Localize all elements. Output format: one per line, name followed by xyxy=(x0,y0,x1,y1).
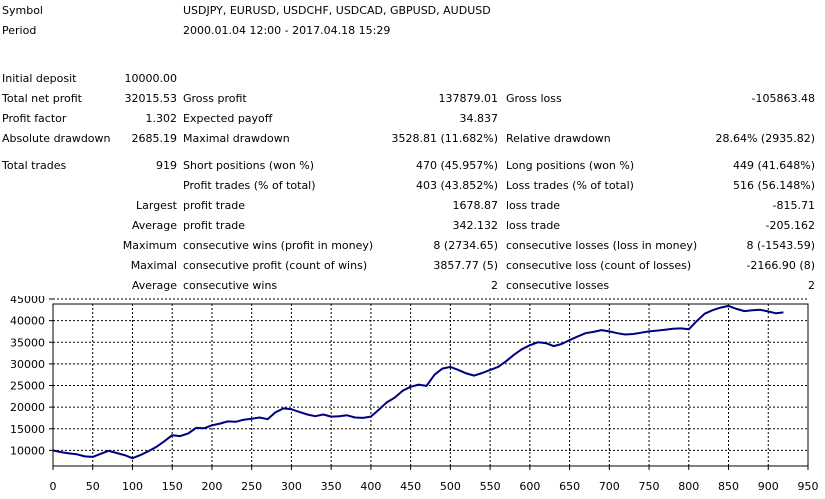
y-tick-label: 15000 xyxy=(10,423,45,436)
long-positions-value: 449 (41.648%) xyxy=(732,159,815,172)
y-tick-label: 35000 xyxy=(10,336,45,349)
maximal-consec-profit-label: consecutive profit (count of wins) xyxy=(183,259,368,272)
x-tick-label: 850 xyxy=(718,480,739,493)
long-positions-label: Long positions (won %) xyxy=(506,159,635,172)
short-positions-value: 470 (45.957%) xyxy=(415,159,498,172)
x-tick-label: 200 xyxy=(201,480,222,493)
avg-consec-wins-label: consecutive wins xyxy=(183,279,278,292)
profit-trades-value: 403 (43.852%) xyxy=(415,179,498,192)
maximal-drawdown-label: Maximal drawdown xyxy=(183,132,290,145)
total-trades-label: Total trades xyxy=(2,159,67,172)
chart-grid xyxy=(49,298,809,470)
largest-loss-value: -815.71 xyxy=(772,199,815,212)
initial-deposit-label: Initial deposit xyxy=(2,72,77,85)
x-tick-label: 800 xyxy=(678,480,699,493)
maximal-label: Maximal xyxy=(130,259,177,272)
balance-chart: 1000015000200002500030000350004000045000… xyxy=(10,296,819,493)
x-tick-label: 900 xyxy=(758,480,779,493)
x-tick-labels: 0 50 100 150 200 250 300 350 400 450 500 550 600 650 7… xyxy=(50,480,819,493)
avg-consec-losses-value: 2 xyxy=(808,279,815,292)
y-tick-label: 45000 xyxy=(10,296,45,306)
max-consec-wins-label: consecutive wins (profit in money) xyxy=(183,239,374,252)
maximum-label: Maximum xyxy=(122,239,177,252)
loss-trades-label: Loss trades (% of total) xyxy=(506,179,634,192)
gross-loss-value: -105863.48 xyxy=(751,92,815,105)
x-tick-label: 0 xyxy=(50,480,57,493)
maximal-consec-profit-value: 3857.77 (5) xyxy=(433,259,498,272)
symbol-label: Symbol xyxy=(2,4,43,17)
max-consec-losses-value: 8 (-1543.59) xyxy=(746,239,815,252)
x-tick-label: 50 xyxy=(86,480,100,493)
maximal-drawdown-value: 3528.81 (11.682%) xyxy=(391,132,498,145)
x-tick-label: 100 xyxy=(122,480,143,493)
max-consec-losses-label: consecutive losses (loss in money) xyxy=(506,239,698,252)
initial-deposit-value: 10000.00 xyxy=(124,72,178,85)
average-consec-label: Average xyxy=(131,279,177,292)
maximal-consec-loss-value: -2166.90 (8) xyxy=(746,259,815,272)
x-tick-label: 400 xyxy=(360,480,381,493)
x-tick-label: 500 xyxy=(440,480,461,493)
max-consec-wins-value: 8 (2734.65) xyxy=(433,239,498,252)
y-tick-label: 10000 xyxy=(10,444,45,457)
period-value: 2000.01.04 12:00 - 2017.04.18 15:29 xyxy=(183,24,391,37)
largest-loss-label: loss trade xyxy=(506,199,561,212)
average-profit-label: profit trade xyxy=(183,219,246,232)
x-tick-label: 650 xyxy=(559,480,580,493)
gross-profit-label: Gross profit xyxy=(183,92,247,105)
x-tick-label: 350 xyxy=(321,480,342,493)
total-net-profit-label: Total net profit xyxy=(2,92,82,105)
relative-drawdown-label: Relative drawdown xyxy=(506,132,611,145)
average-label: Average xyxy=(131,219,177,232)
y-tick-label: 25000 xyxy=(10,380,45,393)
gross-profit-value: 137879.01 xyxy=(438,92,499,105)
loss-trades-value: 516 (56.148%) xyxy=(732,179,815,192)
x-tick-label: 300 xyxy=(281,480,302,493)
symbol-value: USDJPY, EURUSD, USDCHF, USDCAD, GBPUSD, … xyxy=(183,4,491,17)
absolute-drawdown-label: Absolute drawdown xyxy=(2,132,111,145)
maximal-consec-loss-label: consecutive loss (count of losses) xyxy=(506,259,692,272)
x-tick-label: 250 xyxy=(241,480,262,493)
y-tick-label: 20000 xyxy=(10,401,45,414)
x-tick-label: 600 xyxy=(519,480,540,493)
absolute-drawdown-value: 2685.19 xyxy=(131,132,178,145)
short-positions-label: Short positions (won %) xyxy=(183,159,315,172)
x-tick-label: 700 xyxy=(599,480,620,493)
average-profit-value: 342.132 xyxy=(452,219,499,232)
largest-label: Largest xyxy=(136,199,177,212)
balance-line xyxy=(52,304,784,460)
expected-payoff-value: 34.837 xyxy=(459,112,499,125)
period-label: Period xyxy=(2,24,37,37)
relative-drawdown-value: 28.64% (2935.82) xyxy=(715,132,815,145)
profit-trades-label: Profit trades (% of total) xyxy=(183,179,316,192)
average-loss-label: loss trade xyxy=(506,219,561,232)
total-trades-value: 919 xyxy=(156,159,177,172)
gross-loss-label: Gross loss xyxy=(506,92,562,105)
total-net-profit-value: 32015.53 xyxy=(124,92,178,105)
y-tick-label: 40000 xyxy=(10,315,45,328)
expected-payoff-label: Expected payoff xyxy=(183,112,273,125)
largest-profit-label: profit trade xyxy=(183,199,246,212)
x-tick-label: 150 xyxy=(162,480,183,493)
largest-profit-value: 1678.87 xyxy=(452,199,499,212)
y-tick-labels: 10000 15000 20000 25000 30000 35000 40000 45000 xyxy=(10,296,45,457)
x-tick-label: 550 xyxy=(480,480,501,493)
avg-consec-wins-value: 2 xyxy=(491,279,498,292)
profit-factor-label: Profit factor xyxy=(2,112,67,125)
average-loss-value: -205.162 xyxy=(765,219,815,232)
x-tick-label: 450 xyxy=(400,480,421,493)
x-tick-label: 950 xyxy=(798,480,819,493)
avg-consec-losses-label: consecutive losses xyxy=(506,279,610,292)
y-tick-label: 30000 xyxy=(10,358,45,371)
x-tick-label: 750 xyxy=(639,480,660,493)
profit-factor-value: 1.302 xyxy=(145,112,178,125)
